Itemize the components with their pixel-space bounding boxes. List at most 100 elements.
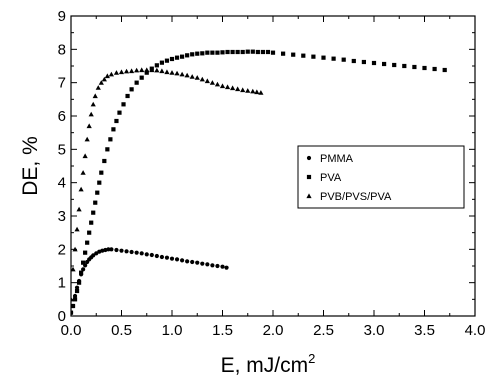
data-point-pvb-pvs-pva	[189, 74, 195, 79]
data-point-pva	[154, 63, 159, 68]
x-tick-label: 2.5	[313, 322, 334, 339]
y-tick-label: 9	[58, 8, 66, 25]
data-point-pvb-pvs-pva	[71, 296, 74, 302]
data-point-pvb-pvs-pva	[113, 70, 120, 75]
data-point-pmma	[139, 251, 144, 256]
data-point-pvb-pvs-pva	[245, 88, 251, 93]
data-point-pvb-pvs-pva	[129, 68, 135, 74]
data-point-pva	[281, 51, 286, 56]
legend-label-pva: PVA	[320, 172, 342, 184]
data-point-pva	[225, 49, 230, 55]
data-point-pva	[121, 102, 126, 107]
data-point-pvb-pvs-pva	[240, 87, 246, 93]
data-point-pva	[174, 55, 180, 60]
legend: PMMA PVA PVB/PVS/PVA	[297, 145, 465, 209]
data-point-pva	[79, 270, 84, 275]
data-point-pva	[95, 190, 100, 195]
series-layer	[71, 49, 447, 315]
data-point-pva	[270, 50, 276, 55]
y-tick-label: 2	[58, 241, 66, 258]
data-point-pva	[235, 49, 240, 55]
data-point-pvb-pvs-pva	[179, 71, 185, 77]
y-axis-label: DE, %	[19, 136, 42, 196]
data-point-pva	[83, 250, 88, 255]
data-point-pmma	[124, 249, 129, 254]
data-point-pmma	[174, 257, 180, 262]
x-tick-label: 2.0	[263, 322, 284, 339]
data-point-pva	[291, 52, 296, 57]
data-point-pvb-pvs-pva	[71, 266, 76, 272]
data-point-pvb-pvs-pva	[101, 76, 107, 82]
data-point-pva	[108, 137, 113, 142]
data-point-pva	[265, 49, 271, 55]
data-point-pva	[139, 75, 144, 80]
data-point-pva	[331, 56, 336, 61]
x-tick-label: 1.5	[212, 322, 233, 339]
y-tick-label: 1	[58, 275, 66, 292]
x-tick-label: 0.0	[61, 322, 82, 339]
data-point-pvb-pvs-pva	[82, 153, 88, 159]
data-point-pva	[361, 59, 366, 65]
data-point-pvb-pvs-pva	[134, 67, 140, 73]
data-point-pva	[371, 60, 377, 66]
data-point-pva	[111, 127, 116, 132]
series-pva	[71, 49, 447, 315]
data-point-pva	[125, 93, 130, 99]
x-axis-label-superscript: 2	[308, 351, 315, 366]
data-point-pvb-pvs-pva	[209, 80, 215, 85]
x-axis-ticks	[70, 16, 476, 316]
data-point-pvb-pvs-pva	[149, 67, 155, 73]
data-point-pva	[351, 58, 356, 64]
data-point-pva	[159, 60, 164, 65]
data-point-pva	[442, 67, 447, 73]
data-point-pvb-pvs-pva	[95, 85, 101, 90]
data-point-pvb-pvs-pva	[84, 136, 90, 142]
data-point-pva	[321, 55, 326, 60]
data-point-pva	[240, 49, 245, 55]
data-point-pva	[301, 53, 306, 58]
legend-label-pvb-pvs-pva: PVB/PVS/PVA	[320, 191, 392, 203]
data-point-pmma	[144, 252, 149, 257]
data-point-pva	[134, 80, 139, 85]
x-tick-label: 3.0	[364, 322, 385, 339]
data-point-pva	[76, 280, 82, 285]
data-point-pvb-pvs-pva	[144, 67, 150, 73]
data-point-pva	[169, 56, 175, 62]
data-point-pvb-pvs-pva	[204, 78, 210, 84]
data-point-pvb-pvs-pva	[98, 80, 104, 85]
x-axis-label: E, mJ/cm2	[221, 351, 316, 377]
data-point-pvb-pvs-pva	[224, 84, 231, 90]
y-tick-label: 3	[58, 208, 66, 225]
data-point-pva	[200, 51, 205, 56]
legend-box	[297, 145, 465, 209]
legend-marker-pmma	[306, 155, 312, 161]
data-point-pva	[195, 51, 200, 56]
data-point-pva	[87, 230, 92, 235]
data-point-pvb-pvs-pva	[74, 226, 80, 232]
data-point-pvb-pvs-pva	[139, 67, 145, 73]
data-point-pva	[71, 310, 74, 315]
data-point-pvb-pvs-pva	[86, 123, 92, 129]
data-point-pvb-pvs-pva	[78, 186, 84, 192]
data-point-pva	[164, 58, 170, 63]
data-point-pva	[402, 63, 407, 69]
data-point-pva	[205, 50, 210, 55]
data-point-pva	[81, 260, 86, 265]
data-point-pvb-pvs-pva	[214, 81, 221, 87]
data-point-pva	[129, 87, 134, 92]
data-point-pva	[72, 297, 78, 302]
x-axis-label-main: E, mJ/cm	[221, 354, 309, 377]
data-point-pva	[99, 170, 104, 175]
legend-label-pmma: PMMA	[320, 153, 354, 165]
data-point-pvb-pvs-pva	[164, 69, 170, 75]
data-point-pvb-pvs-pva	[250, 88, 256, 94]
data-point-pva	[144, 70, 149, 75]
data-point-pva	[97, 180, 102, 185]
data-point-pvb-pvs-pva	[194, 75, 200, 80]
data-point-pvb-pvs-pva	[90, 101, 96, 107]
series-pmma	[71, 247, 229, 315]
data-point-pva	[382, 61, 387, 67]
y-axis-ticks	[71, 15, 475, 317]
data-point-pmma	[134, 250, 139, 255]
data-point-pva	[89, 220, 94, 225]
